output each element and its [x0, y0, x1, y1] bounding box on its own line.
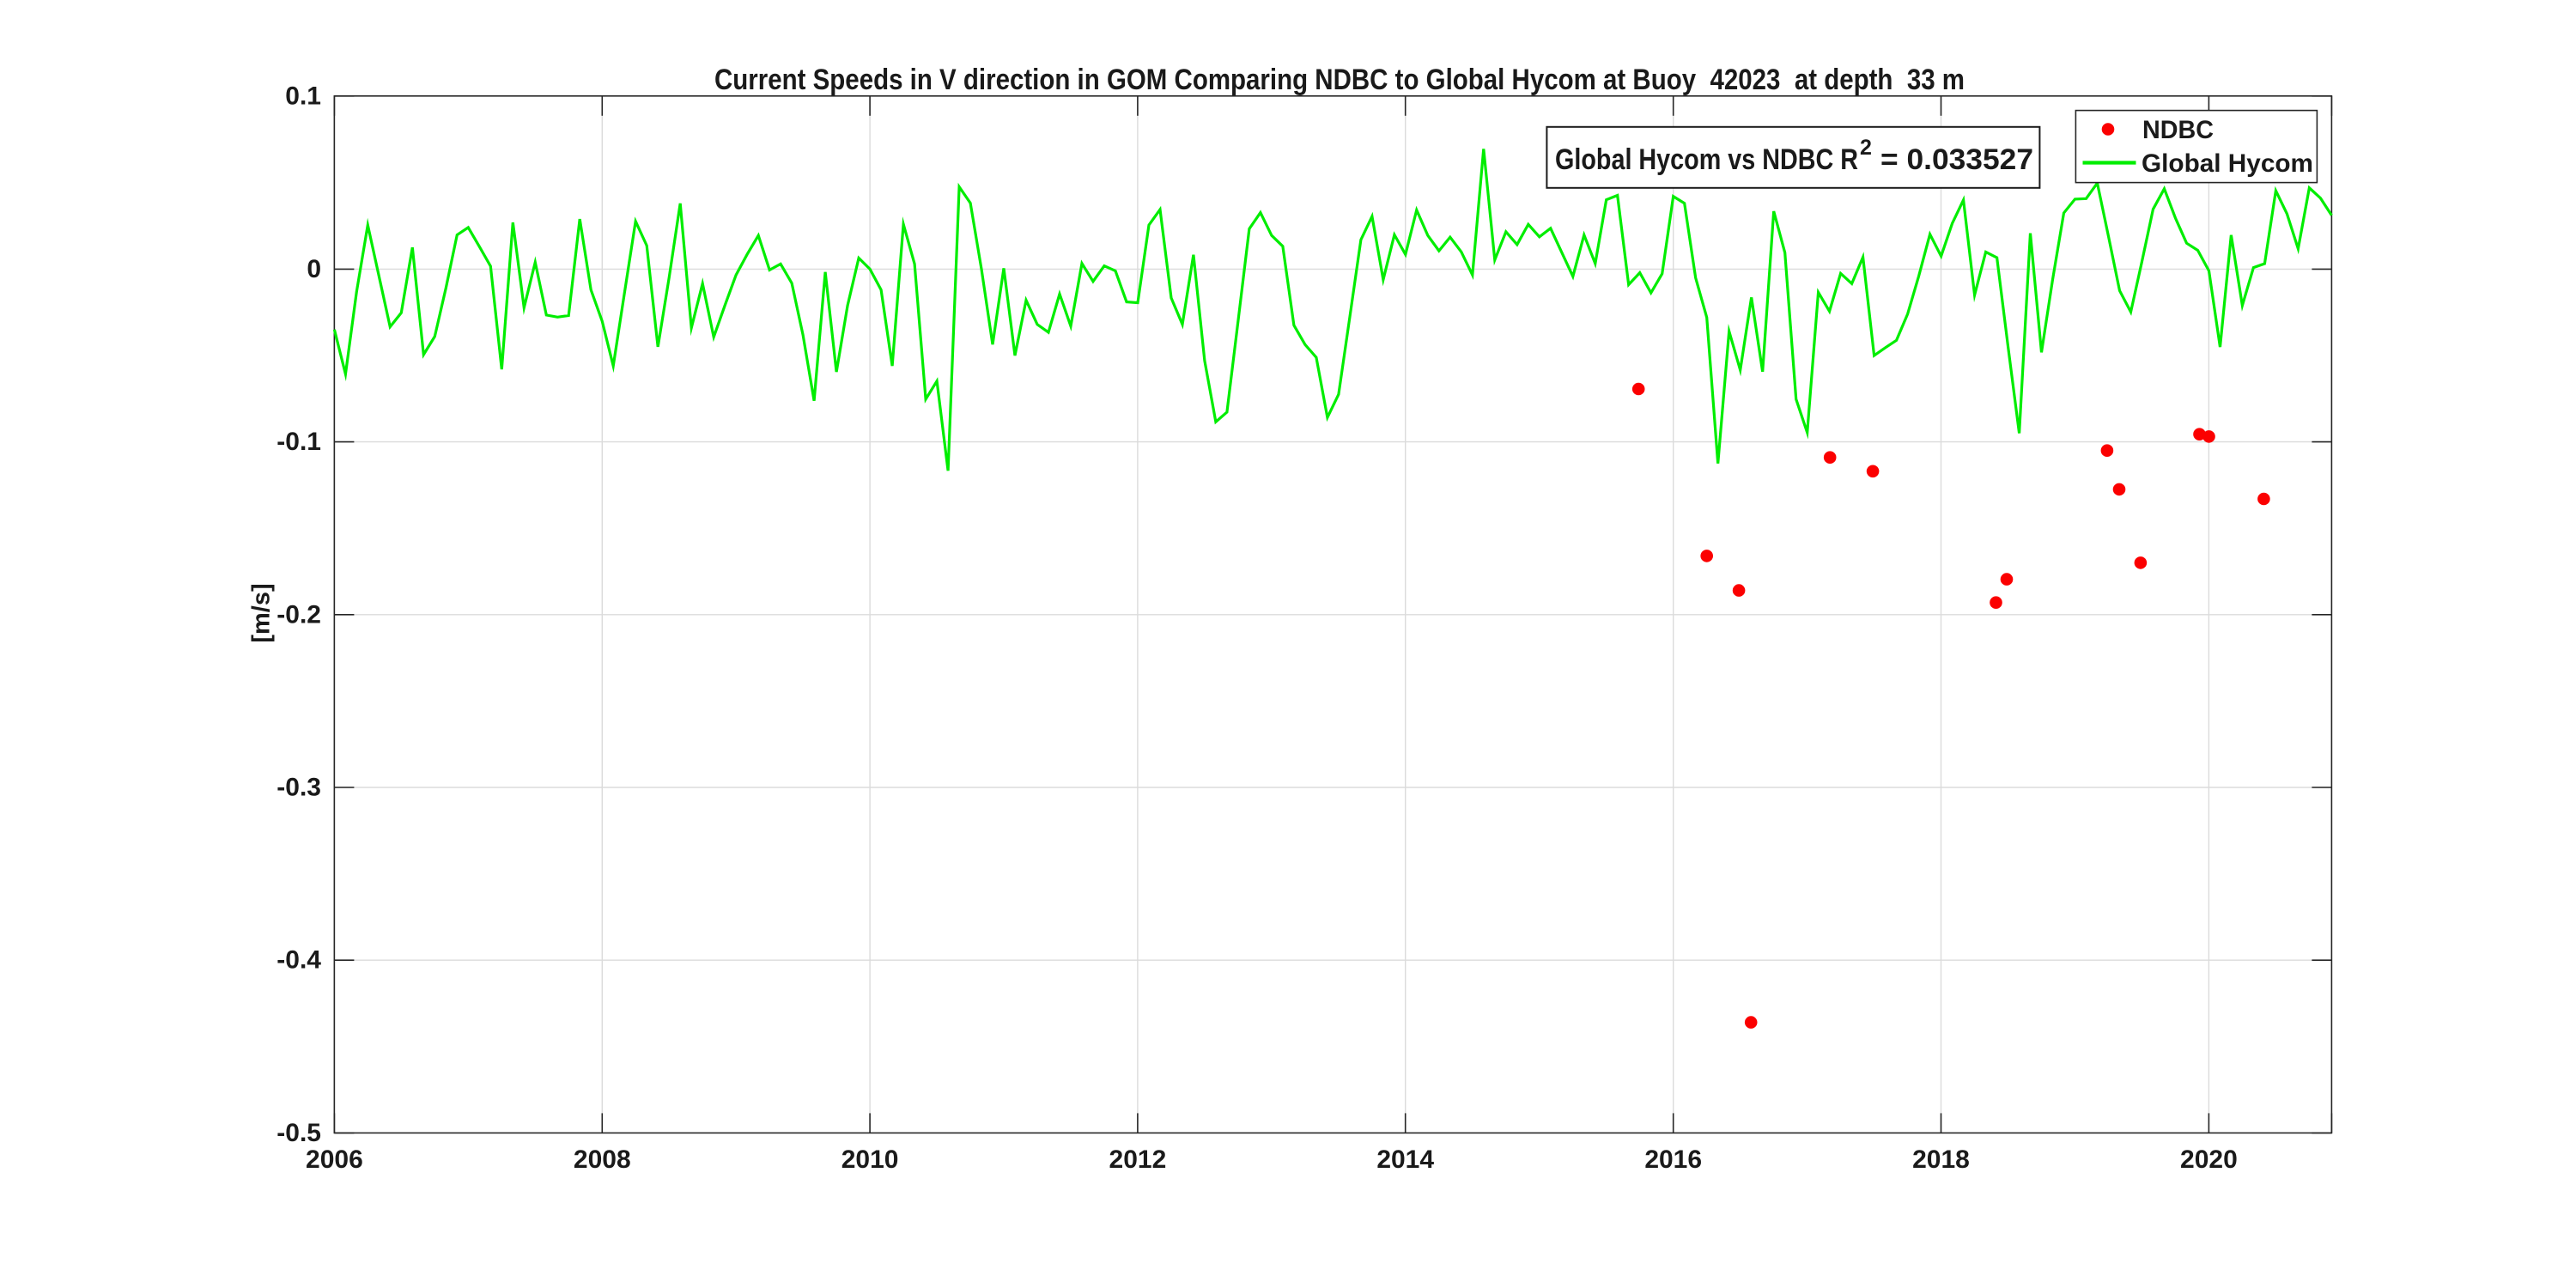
svg-text:Global Hycom vs NDBC R: Global Hycom vs NDBC R [1555, 143, 1858, 176]
svg-text:2018: 2018 [1912, 1145, 1970, 1174]
svg-text:Current Speeds in V direction: Current Speeds in V direction in GOM Com… [714, 64, 1965, 96]
svg-text:Global Hycom: Global Hycom [2142, 149, 2313, 178]
svg-text:2014: 2014 [1376, 1145, 1434, 1174]
svg-text:2008: 2008 [574, 1145, 631, 1174]
svg-text:[m/s]: [m/s] [248, 583, 276, 642]
svg-text:0: 0 [307, 255, 321, 283]
svg-text:2006: 2006 [306, 1145, 363, 1174]
svg-text:-0.5: -0.5 [276, 1119, 321, 1147]
svg-text:2012: 2012 [1109, 1145, 1167, 1174]
svg-text:NDBC: NDBC [2142, 116, 2214, 144]
svg-text:= 0.033527: = 0.033527 [1880, 143, 2033, 176]
svg-text:-0.2: -0.2 [276, 600, 321, 629]
svg-text:0.1: 0.1 [285, 82, 321, 111]
svg-text:-0.1: -0.1 [276, 428, 321, 456]
svg-text:-0.3: -0.3 [276, 774, 321, 802]
svg-text:2: 2 [1860, 136, 1872, 160]
svg-text:2010: 2010 [841, 1145, 899, 1174]
svg-text:2016: 2016 [1644, 1145, 1702, 1174]
svg-text:2020: 2020 [2180, 1145, 2238, 1174]
svg-text:-0.4: -0.4 [276, 946, 321, 975]
